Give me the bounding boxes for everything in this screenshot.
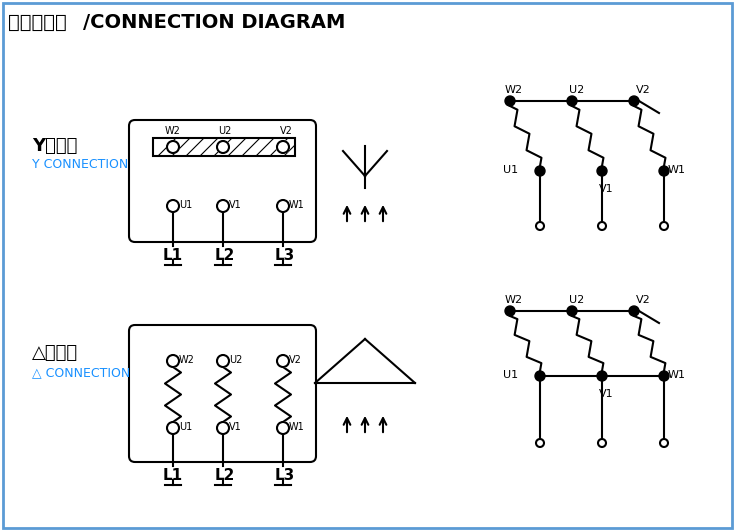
Text: L3: L3	[275, 468, 295, 483]
Text: V1: V1	[599, 389, 614, 399]
Text: V1: V1	[229, 200, 242, 210]
Text: Y形接法: Y形接法	[32, 137, 77, 155]
Text: V2: V2	[636, 85, 650, 95]
Text: △ CONNECTION: △ CONNECTION	[32, 366, 130, 380]
Text: U1: U1	[503, 370, 518, 380]
Text: W2: W2	[505, 295, 523, 305]
Circle shape	[217, 355, 229, 367]
Circle shape	[659, 166, 669, 176]
FancyBboxPatch shape	[129, 325, 316, 462]
Circle shape	[535, 166, 545, 176]
Circle shape	[217, 141, 229, 153]
Text: L1: L1	[163, 248, 183, 263]
Circle shape	[567, 96, 577, 106]
Circle shape	[277, 141, 289, 153]
Text: L2: L2	[215, 468, 235, 483]
Circle shape	[597, 166, 607, 176]
Bar	[153, 138, 295, 156]
Circle shape	[167, 355, 179, 367]
Text: W1: W1	[289, 422, 305, 432]
Circle shape	[167, 422, 179, 434]
Circle shape	[629, 306, 639, 316]
Text: L2: L2	[215, 248, 235, 263]
Text: U1: U1	[503, 165, 518, 175]
Text: V1: V1	[229, 422, 242, 432]
Circle shape	[598, 439, 606, 447]
Circle shape	[536, 439, 544, 447]
Circle shape	[167, 200, 179, 212]
Circle shape	[167, 141, 179, 153]
Circle shape	[277, 355, 289, 367]
Text: V2: V2	[636, 295, 650, 305]
Text: W1: W1	[668, 370, 686, 380]
Text: U1: U1	[179, 422, 193, 432]
Text: △形接法: △形接法	[32, 344, 78, 362]
Circle shape	[598, 222, 606, 230]
Text: W2: W2	[179, 355, 195, 365]
Text: V2: V2	[280, 126, 293, 136]
Text: U2: U2	[229, 355, 243, 365]
Circle shape	[536, 222, 544, 230]
Text: V1: V1	[599, 184, 614, 194]
Circle shape	[659, 371, 669, 381]
FancyBboxPatch shape	[3, 3, 732, 528]
Text: W2: W2	[165, 126, 181, 136]
Text: W1: W1	[289, 200, 305, 210]
Text: Y CONNECTION: Y CONNECTION	[32, 158, 128, 172]
Circle shape	[535, 371, 545, 381]
Circle shape	[277, 200, 289, 212]
Text: U1: U1	[179, 200, 193, 210]
Circle shape	[597, 371, 607, 381]
Text: L3: L3	[275, 248, 295, 263]
Text: 接线示意图: 接线示意图	[8, 13, 67, 32]
Circle shape	[660, 439, 668, 447]
Text: L1: L1	[163, 468, 183, 483]
Text: U2: U2	[569, 295, 584, 305]
Text: W2: W2	[505, 85, 523, 95]
Circle shape	[505, 96, 515, 106]
Circle shape	[217, 422, 229, 434]
Text: U2: U2	[569, 85, 584, 95]
Circle shape	[629, 96, 639, 106]
Circle shape	[505, 306, 515, 316]
Circle shape	[277, 422, 289, 434]
Text: U2: U2	[218, 126, 232, 136]
Text: W1: W1	[668, 165, 686, 175]
Circle shape	[217, 200, 229, 212]
Circle shape	[660, 222, 668, 230]
Text: /CONNECTION DIAGRAM: /CONNECTION DIAGRAM	[83, 13, 345, 32]
Circle shape	[567, 306, 577, 316]
FancyBboxPatch shape	[129, 120, 316, 242]
Text: V2: V2	[289, 355, 302, 365]
